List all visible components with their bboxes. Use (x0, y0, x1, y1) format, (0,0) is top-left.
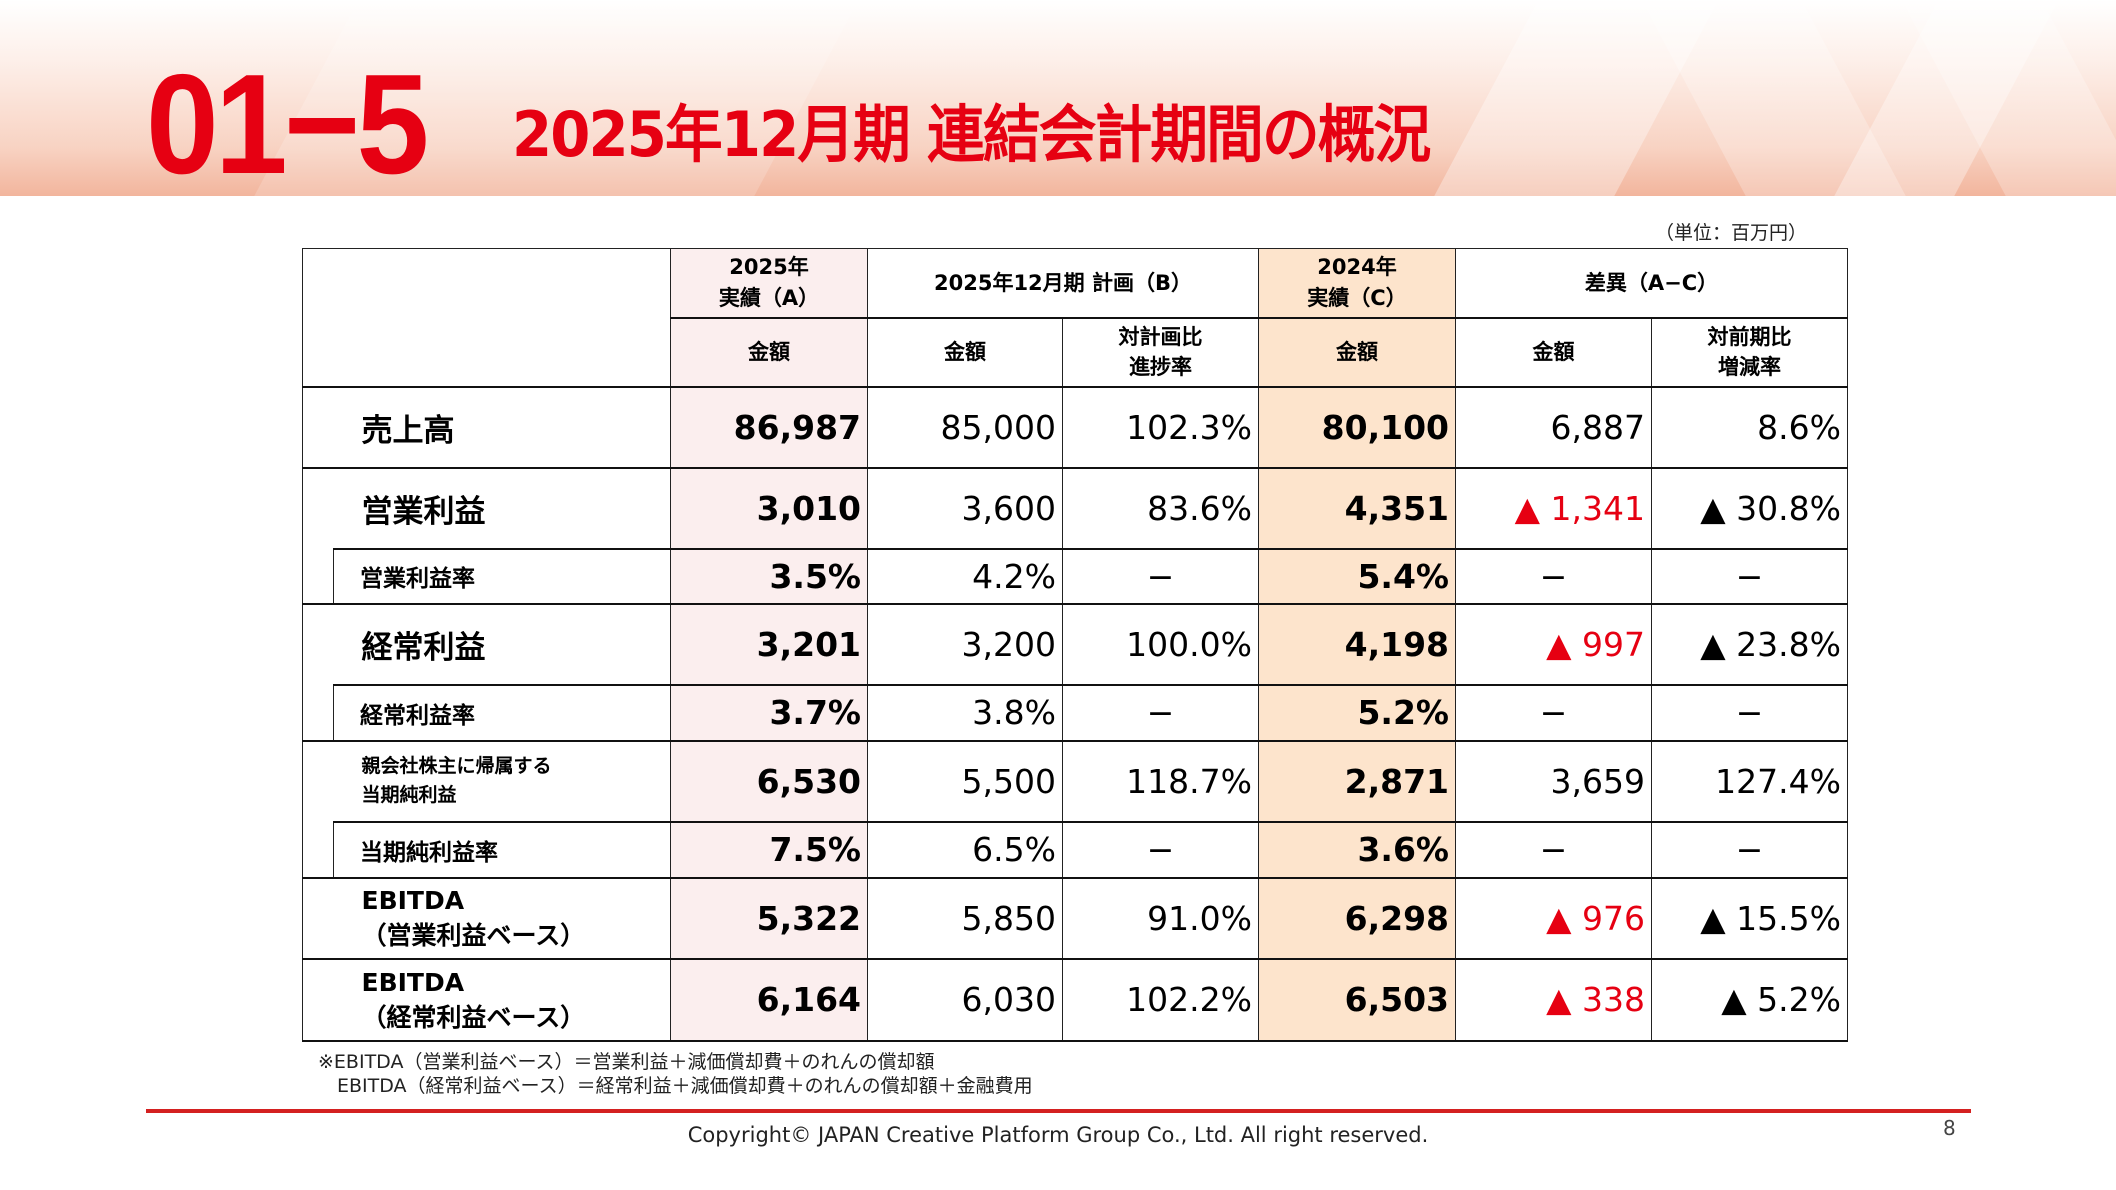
cell-c: 4,198 (1258, 603, 1456, 686)
cell-b-ratio: − (1062, 548, 1259, 605)
col-c-amount: 金額 (1258, 317, 1456, 388)
cell-d: ▲ 997 (1455, 603, 1652, 686)
cell-d-ratio: − (1651, 548, 1848, 605)
table-row-sales: 売上高 86,987 85,000 102.3% 80,100 6,887 8.… (302, 386, 1848, 469)
cell-d: − (1455, 548, 1652, 605)
table-row-operating-profit: 営業利益 3,010 3,600 83.6% 4,351 ▲ 1,341 ▲ 3… (302, 467, 1848, 605)
page-title: 2025年12月期 連結会計期間の概況 (512, 98, 1431, 171)
cell-a: 5,322 (670, 877, 868, 960)
col-b-ratio: 対計画比 進捗率 (1062, 317, 1259, 388)
table-row-net-income: 親会社株主に帰属する 当期純利益 6,530 5,500 118.7% 2,871… (302, 740, 1848, 879)
cell-c: 80,100 (1258, 386, 1456, 469)
cell-a: 7.5% (670, 821, 868, 879)
table-row-ordinary-profit: 経常利益 3,201 3,200 100.0% 4,198 ▲ 997 ▲ 23… (302, 603, 1848, 742)
cell-d-ratio: 127.4% (1651, 740, 1848, 823)
footnotes: ※EBITDA（営業利益ベース）＝営業利益＋減価償却費＋のれんの償却額 EBIT… (318, 1050, 1033, 1098)
cell-b-ratio: 83.6% (1062, 467, 1259, 550)
cell-b: 3.8% (867, 684, 1063, 742)
section-number: 01−5 (146, 45, 429, 204)
cell-a: 3.7% (670, 684, 868, 742)
cell-b: 5,850 (867, 877, 1063, 960)
row-label: 親会社株主に帰属する 当期純利益 (333, 740, 671, 823)
cell-d-ratio: ▲ 5.2% (1651, 958, 1848, 1042)
row-label: EBITDA （経常利益ベース） (333, 958, 671, 1042)
col-d-amount: 金額 (1455, 317, 1652, 388)
table-row-ordinary-margin: 経常利益率 3.7% 3.8% − 5.2% − − (303, 684, 1848, 742)
cell-c: 6,298 (1258, 877, 1456, 960)
cell-c: 2,871 (1258, 740, 1456, 823)
table-row-net-margin: 当期純利益率 7.5% 6.5% − 3.6% − − (303, 821, 1848, 879)
row-label: 当期純利益率 (333, 821, 671, 879)
cell-d-ratio: ▲ 30.8% (1651, 467, 1848, 550)
header-band (0, 0, 2116, 196)
cell-a: 86,987 (670, 386, 868, 469)
col-header-c: 2024年 実績（C） (1258, 248, 1456, 319)
cell-b-ratio: 91.0% (1062, 877, 1259, 960)
cell-c: 6,503 (1258, 958, 1456, 1042)
row-label: EBITDA （営業利益ベース） (333, 877, 671, 960)
cell-b: 3,200 (867, 603, 1063, 686)
cell-b-ratio: − (1062, 821, 1259, 879)
cell-d: 3,659 (1455, 740, 1652, 823)
copyright: Copyright© JAPAN Creative Platform Group… (687, 1123, 1429, 1147)
col-a-amount: 金額 (670, 317, 868, 388)
row-label: 売上高 (333, 386, 671, 469)
cell-d: − (1455, 821, 1652, 879)
row-label: 営業利益 (333, 467, 671, 550)
cell-d-ratio: − (1651, 821, 1848, 879)
cell-b-ratio: 102.2% (1062, 958, 1259, 1042)
cell-b: 4.2% (867, 548, 1063, 605)
cell-d: − (1455, 684, 1652, 742)
cell-c: 5.2% (1258, 684, 1456, 742)
cell-b: 5,500 (867, 740, 1063, 823)
cell-a: 6,164 (670, 958, 868, 1042)
row-label: 営業利益率 (333, 548, 671, 605)
cell-c: 5.4% (1258, 548, 1456, 605)
footer-divider (146, 1109, 1971, 1113)
cell-d: ▲ 976 (1455, 877, 1652, 960)
cell-b-ratio: − (1062, 684, 1259, 742)
cell-b: 85,000 (867, 386, 1063, 469)
cell-b: 6,030 (867, 958, 1063, 1042)
cell-b: 6.5% (867, 821, 1063, 879)
cell-d-ratio: ▲ 15.5% (1651, 877, 1848, 960)
cell-a: 6,530 (670, 740, 868, 823)
cell-b-ratio: 118.7% (1062, 740, 1259, 823)
table-row-ebitda-ordinary: EBITDA （経常利益ベース） 6,164 6,030 102.2% 6,503… (302, 958, 1848, 1042)
col-header-b: 2025年12月期 計画（B） (867, 248, 1259, 319)
cell-c: 4,351 (1258, 467, 1456, 550)
col-header-a: 2025年 実績（A） (670, 248, 868, 319)
footnote: ※EBITDA（営業利益ベース）＝営業利益＋減価償却費＋のれんの償却額 (318, 1051, 935, 1073)
unit-label: （単位：百万円） (1655, 222, 1808, 244)
cell-b: 3,600 (867, 467, 1063, 550)
corner-cell (302, 248, 671, 388)
cell-d-ratio: − (1651, 684, 1848, 742)
cell-d: ▲ 1,341 (1455, 467, 1652, 550)
financial-summary-table: 2025年 実績（A） 2025年12月期 計画（B） 2024年 実績（C） 差異… (302, 248, 1848, 1042)
cell-d: 6,887 (1455, 386, 1652, 469)
table-row-operating-margin: 営業利益率 3.5% 4.2% − 5.4% − − (303, 548, 1848, 605)
cell-a: 3,201 (670, 603, 868, 686)
page-number: 8 (1943, 1116, 1956, 1140)
cell-d-ratio: 8.6% (1651, 386, 1848, 469)
cell-d: ▲ 338 (1455, 958, 1652, 1042)
row-label: 経常利益率 (333, 684, 671, 742)
col-b-amount: 金額 (867, 317, 1063, 388)
row-label: 経常利益 (333, 603, 671, 686)
header-row-1: 2025年 実績（A） 2025年12月期 計画（B） 2024年 実績（C） 差異… (302, 248, 1848, 388)
cell-b-ratio: 100.0% (1062, 603, 1259, 686)
col-header-diff: 差異（A−C） (1455, 248, 1848, 319)
cell-d-ratio: ▲ 23.8% (1651, 603, 1848, 686)
col-d-ratio: 対前期比 増減率 (1651, 317, 1848, 388)
cell-c: 3.6% (1258, 821, 1456, 879)
table-row-ebitda-operating: EBITDA （営業利益ベース） 5,322 5,850 91.0% 6,298 … (302, 877, 1848, 960)
cell-b-ratio: 102.3% (1062, 386, 1259, 469)
cell-a: 3,010 (670, 467, 868, 550)
cell-a: 3.5% (670, 548, 868, 605)
footnote: EBITDA（経常利益ベース）＝経常利益＋減価償却費＋のれんの償却額＋金融費用 (318, 1075, 1033, 1097)
header-row-2: 金額 金額 対計画比 進捗率 金額 金額 対前期比 増減率 (303, 317, 1848, 388)
